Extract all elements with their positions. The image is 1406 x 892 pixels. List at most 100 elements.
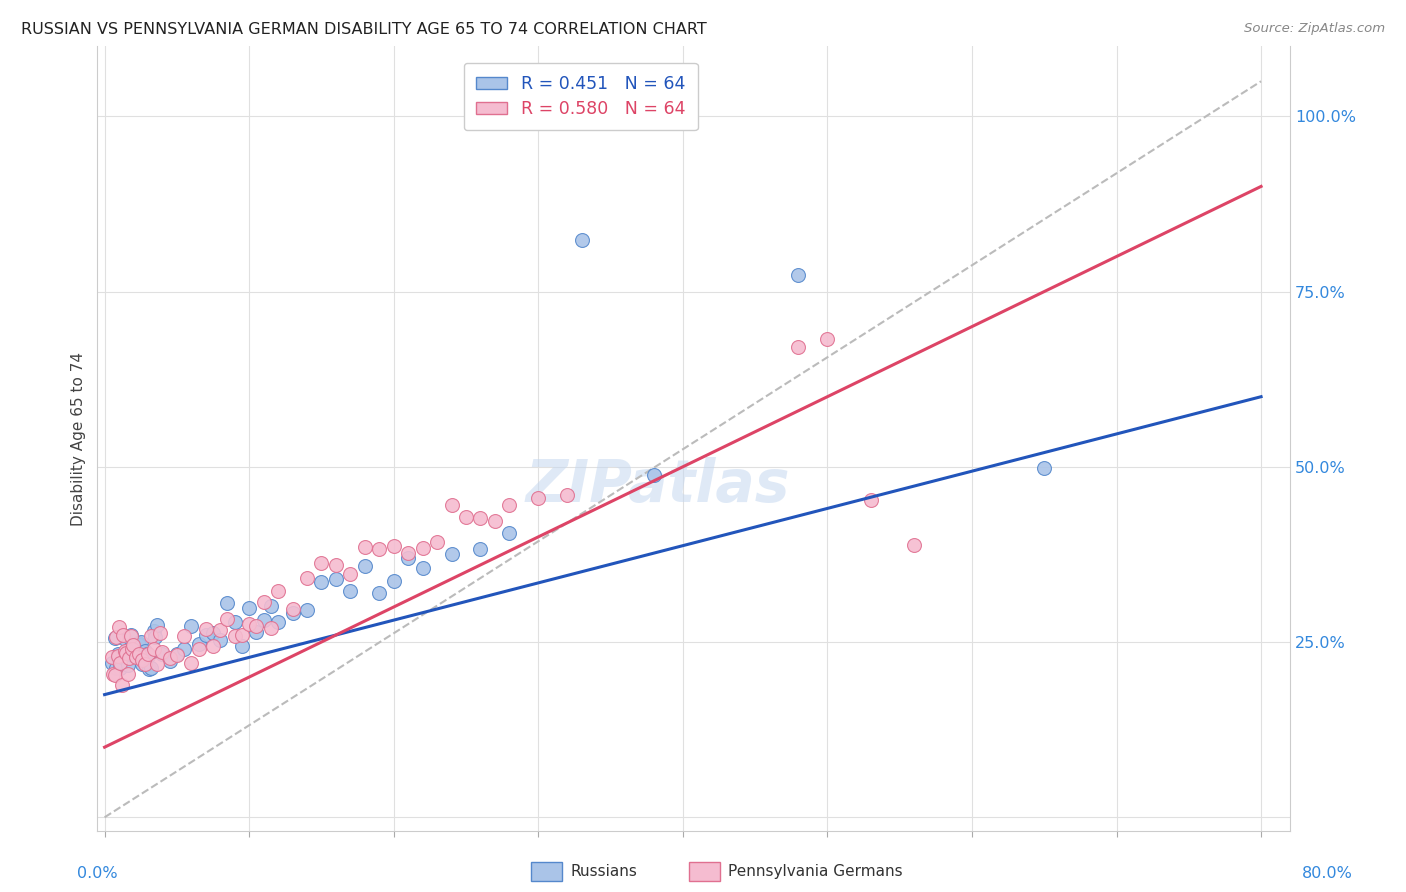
Point [194, 622, 217, 636]
Point [412, 560, 434, 574]
Point [148, 626, 170, 640]
Point [339, 583, 361, 598]
Point [139, 661, 162, 675]
Point [267, 615, 290, 630]
Point [136, 648, 159, 663]
Point [104, 668, 127, 682]
Point [224, 615, 246, 629]
Point [142, 641, 165, 656]
Point [125, 640, 148, 655]
Point [201, 639, 224, 653]
Point [121, 642, 143, 657]
Point [859, 493, 882, 508]
Point [128, 648, 150, 662]
Point [231, 639, 253, 653]
Point [238, 601, 260, 615]
Point [1033, 460, 1056, 475]
Text: Source: ZipAtlas.com: Source: ZipAtlas.com [1244, 22, 1385, 36]
Point [108, 620, 131, 634]
Point [120, 629, 142, 643]
Point [142, 624, 165, 638]
Point [187, 641, 209, 656]
Point [166, 647, 188, 661]
Point [260, 621, 283, 635]
Point [110, 657, 132, 671]
Point [815, 332, 838, 346]
Point [112, 648, 135, 663]
Point [382, 539, 405, 553]
Point [117, 658, 139, 673]
Point [139, 629, 162, 643]
Point [527, 491, 550, 505]
Point [311, 556, 333, 570]
Point [245, 618, 267, 632]
Point [470, 511, 492, 525]
Point [440, 547, 463, 561]
Point [311, 574, 333, 589]
Point [134, 644, 156, 658]
Point [209, 632, 232, 647]
Point [115, 633, 138, 648]
Point [412, 541, 434, 555]
Point [118, 641, 141, 656]
Point [103, 667, 125, 681]
Point [787, 268, 810, 282]
Point [134, 657, 156, 671]
Point [224, 629, 246, 643]
Point [115, 646, 138, 660]
FancyBboxPatch shape [531, 862, 562, 881]
Point [145, 618, 167, 632]
Point [353, 541, 375, 555]
Point [238, 617, 260, 632]
Point [555, 488, 578, 502]
Point [125, 649, 148, 664]
Point [152, 647, 174, 661]
Point [498, 499, 520, 513]
Point [260, 599, 283, 614]
Point [396, 551, 419, 566]
Point [571, 233, 593, 247]
Point [325, 572, 347, 586]
Point [101, 656, 124, 670]
Point [135, 647, 157, 661]
Point [159, 654, 181, 668]
Point [180, 618, 202, 632]
Text: Pennsylvania Germans: Pennsylvania Germans [728, 864, 903, 879]
Point [252, 613, 274, 627]
Legend: R = 0.451   N = 64, R = 0.580   N = 64: R = 0.451 N = 64, R = 0.580 N = 64 [464, 62, 697, 130]
Point [217, 596, 239, 610]
Point [105, 661, 128, 675]
Point [201, 626, 224, 640]
Point [122, 648, 145, 662]
Point [136, 648, 159, 662]
Point [104, 632, 127, 646]
Point [368, 586, 391, 600]
Point [903, 538, 925, 552]
Point [368, 542, 391, 557]
Point [101, 649, 124, 664]
Point [124, 642, 146, 657]
Point [129, 635, 152, 649]
Point [127, 636, 149, 650]
Point [382, 574, 405, 588]
Point [252, 595, 274, 609]
Point [267, 584, 290, 599]
Point [173, 629, 195, 643]
Point [187, 637, 209, 651]
Point [132, 652, 155, 666]
Point [118, 651, 141, 665]
Point [173, 642, 195, 657]
Point [111, 677, 134, 691]
Point [117, 666, 139, 681]
Point [440, 498, 463, 512]
Text: 80.0%: 80.0% [1302, 866, 1353, 881]
Point [217, 612, 239, 626]
Point [245, 624, 267, 639]
Point [110, 660, 132, 674]
Point [194, 628, 217, 642]
Point [295, 603, 318, 617]
FancyBboxPatch shape [689, 862, 720, 881]
Point [131, 657, 153, 671]
Text: Russians: Russians [571, 864, 638, 879]
Point [111, 650, 134, 665]
